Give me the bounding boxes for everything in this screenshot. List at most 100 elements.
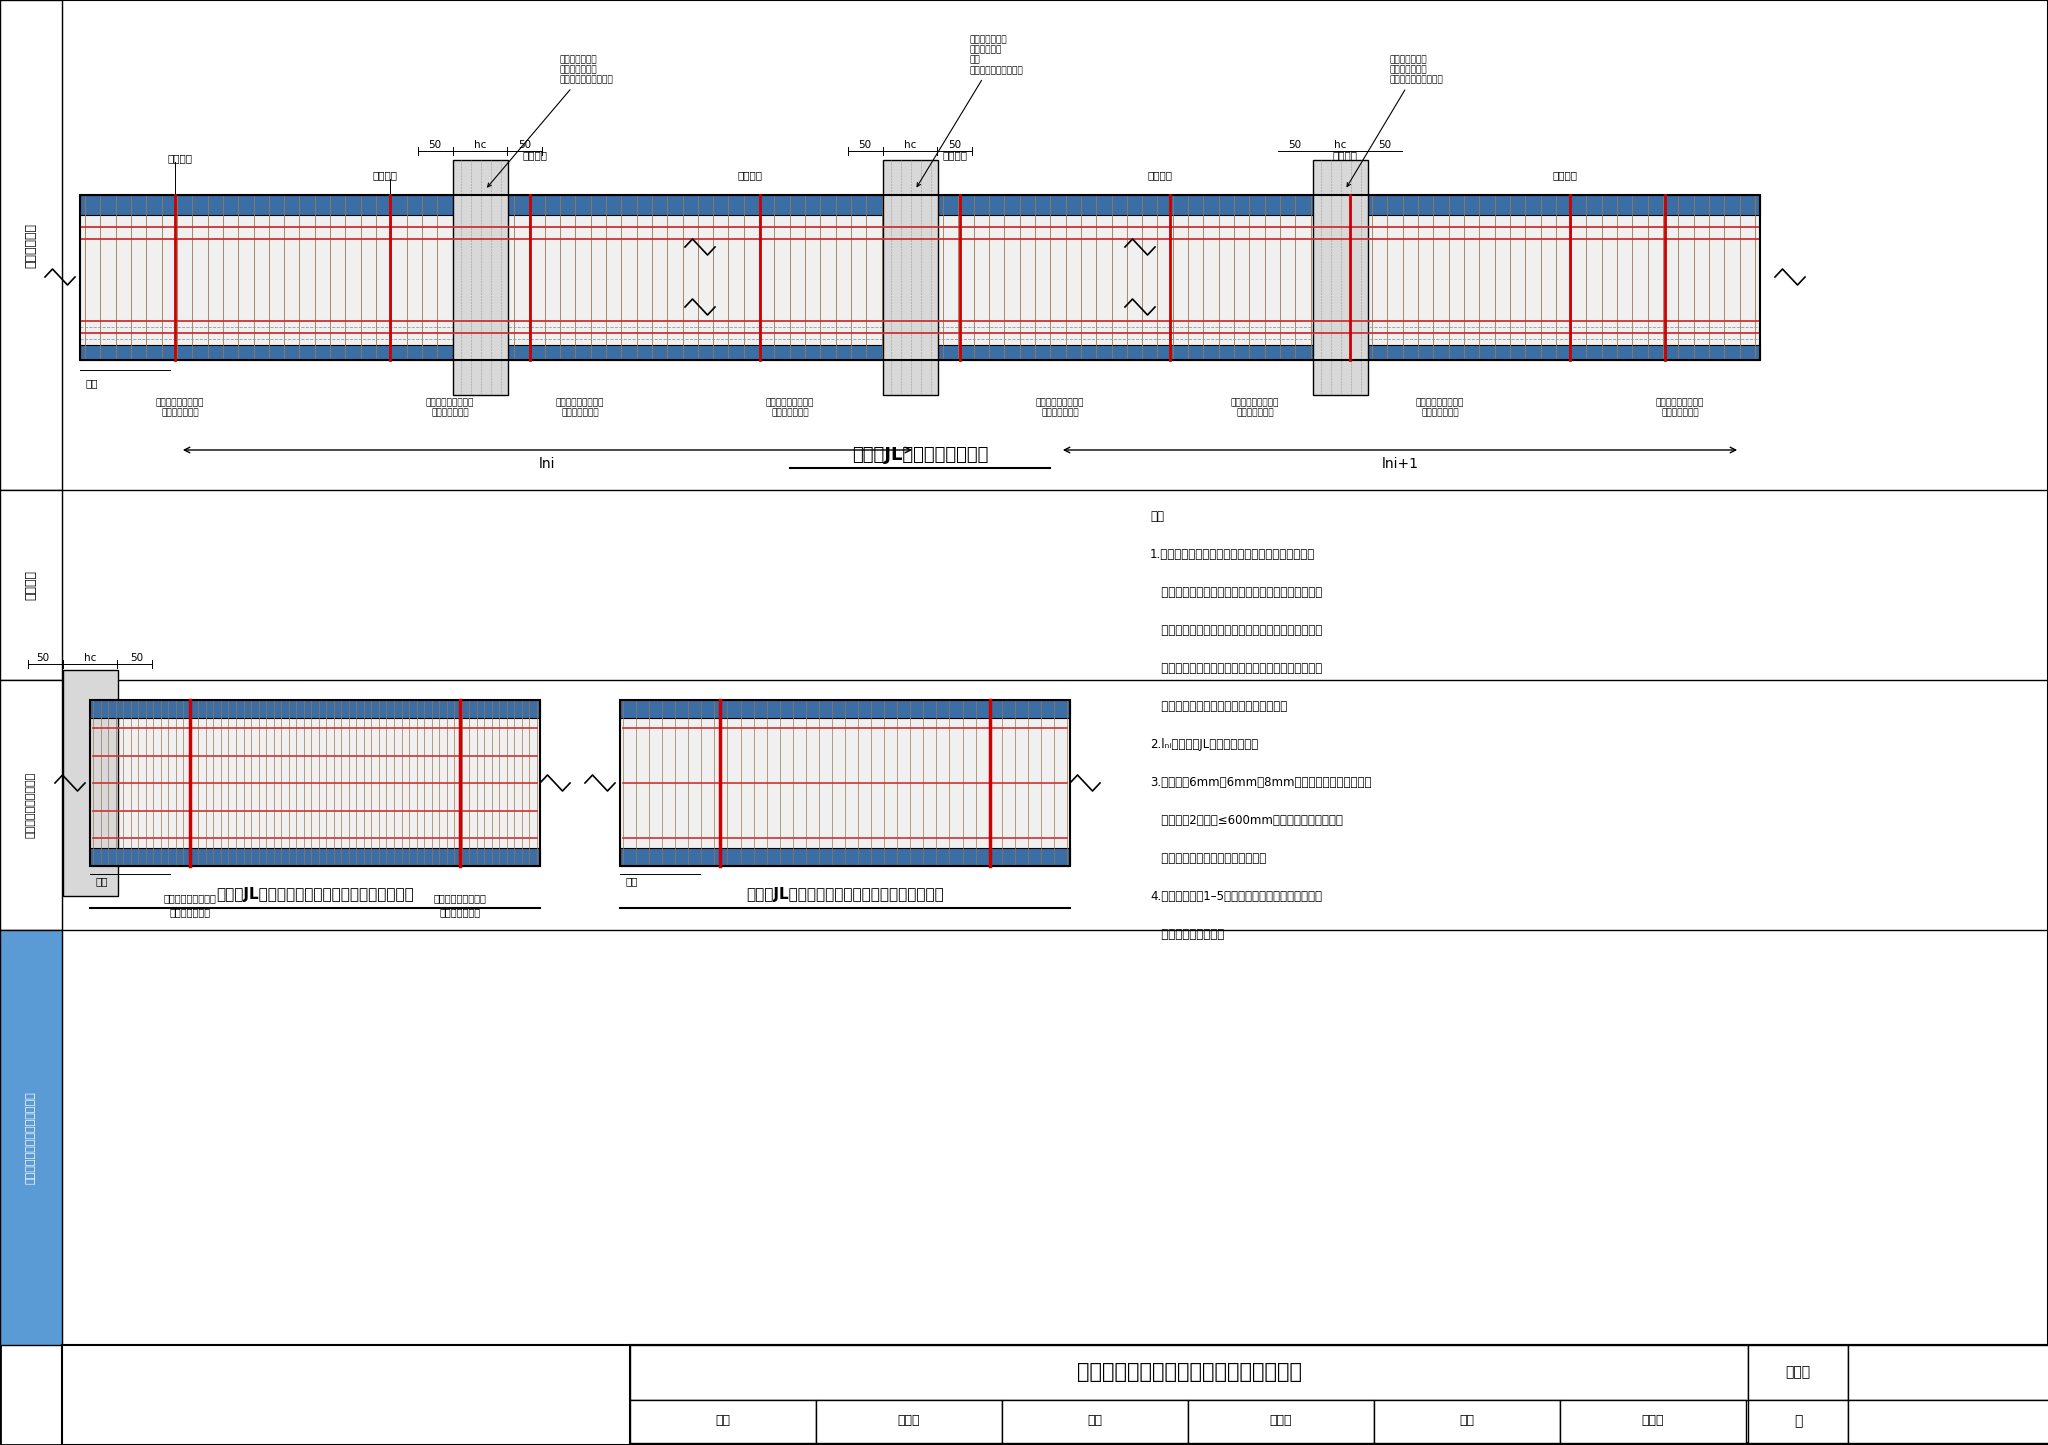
Bar (1847, 1400, 2048, 1444)
Bar (80, 195, 1759, 360)
Text: 筋间距的2倍，且≤600mm。当设有多排拉筋时，: 筋间距的2倍，且≤600mm。当设有多排拉筋时， (1151, 814, 1343, 827)
Text: 王怀元: 王怀元 (1642, 1415, 1665, 1428)
Text: 一般构造要求: 一般构造要求 (25, 223, 37, 267)
Text: 第一种箍筋设置区域: 第一种箍筋设置区域 (164, 893, 217, 903)
Text: 分界箍筋: 分界箍筋 (942, 150, 967, 160)
Text: 图集号: 图集号 (1786, 1366, 1810, 1379)
Text: 基础梁JL拉筋沿梁纵向排布（第二种箍筋范围）: 基础梁JL拉筋沿梁纵向排布（第二种箍筋范围） (745, 887, 944, 903)
Bar (621, 848, 1069, 866)
Text: 筱形基础和地下室结构: 筱形基础和地下室结构 (27, 772, 37, 838)
Bar (631, 1345, 1749, 1400)
Text: 4.拉筋形式详见1–5页，基础梁的拉筋不应采用一端: 4.拉筋形式详见1–5页，基础梁的拉筋不应采用一端 (1151, 890, 1323, 903)
Text: 条形基础梁箍筋、拉筋沿梁纵向排布构造: 条形基础梁箍筋、拉筋沿梁纵向排布构造 (1077, 1363, 1300, 1381)
Text: 50: 50 (1378, 140, 1391, 150)
Text: 黄志刚: 黄志刚 (897, 1415, 920, 1428)
Text: 第一种箍筋设置区域
（按设计标注）: 第一种箍筋设置区域 （按设计标注） (1415, 397, 1464, 418)
Text: 计采用三种箍筋时，第一种最高配置和第二种次高配: 计采用三种箍筋时，第一种最高配置和第二种次高配 (1151, 587, 1323, 600)
Bar (63, 670, 119, 896)
Text: 分界箍筋: 分界箍筋 (737, 171, 762, 181)
Bar (883, 160, 938, 394)
Text: 节点区域按梁端
端第一种箍筋
设置
（不计入箍筋总道数）: 节点区域按梁端 端第一种箍筋 设置 （不计入箍筋总道数） (918, 35, 1024, 186)
Text: 为直钉的直形拉筋。: 为直钉的直形拉筋。 (1151, 928, 1225, 941)
Text: 置的箍筋均应注明箍筋道数，从跨梁端分别向跨中依: 置的箍筋均应注明箍筋道数，从跨梁端分别向跨中依 (1151, 624, 1323, 637)
Text: 50: 50 (858, 140, 872, 150)
Text: （按设计标注）: （按设计标注） (440, 907, 481, 918)
Text: 50: 50 (1288, 140, 1303, 150)
Text: 第一种箍筋设置区域
（按设计标注）: 第一种箍筋设置区域 （按设计标注） (426, 397, 475, 418)
Bar (0, 490, 61, 681)
Bar (90, 699, 541, 718)
Bar (1188, 1400, 1374, 1444)
Bar (1749, 1345, 1847, 1400)
Text: （按设计标注）: （按设计标注） (170, 907, 211, 918)
Text: 1.本图中表示了两种箍筋配置的箍筋排布，当具体设: 1.本图中表示了两种箍筋配置的箍筋排布，当具体设 (1151, 548, 1315, 561)
Text: 校对: 校对 (1087, 1415, 1102, 1428)
Text: hc: hc (903, 140, 915, 150)
Text: 基础梁JL拉筋沿梁纵向排布（第一种箍筋范围）: 基础梁JL拉筋沿梁纵向排布（第一种箍筋范围） (217, 887, 414, 903)
Text: lni+1: lni+1 (1382, 457, 1419, 471)
Text: hc: hc (1333, 140, 1346, 150)
Text: 50: 50 (948, 140, 963, 150)
Text: 50: 50 (131, 653, 143, 663)
Text: 垫层: 垫层 (94, 876, 106, 886)
Text: 分界箍筋: 分界箍筋 (1552, 171, 1577, 181)
Text: 分界箍筋: 分界箍筋 (1147, 171, 1174, 181)
Text: 3.拉筋直径6mm抁6mm或8mm，间距为箍筋非加密区箍: 3.拉筋直径6mm抁6mm或8mm，间距为箍筋非加密区箍 (1151, 776, 1372, 789)
Bar (1001, 1400, 1188, 1444)
Text: 第一种箍筋设置区域
（按设计标注）: 第一种箍筋设置区域 （按设计标注） (1657, 397, 1704, 418)
Text: 分界箍筋: 分界箍筋 (373, 171, 397, 181)
Bar (80, 345, 1759, 360)
Text: 垫层: 垫层 (625, 876, 637, 886)
Text: 2.lₙᵢ为基础梁JL本跨的净跨値。: 2.lₙᵢ为基础梁JL本跨的净跨値。 (1151, 738, 1257, 751)
Text: 第二种箍筋设置区域
（按设计标注）: 第二种箍筋设置区域 （按设计标注） (1231, 397, 1280, 418)
Text: 上下两排拉筋的竖向位置应错开。: 上下两排拉筋的竖向位置应错开。 (1151, 853, 1266, 866)
Text: 分界箍筋: 分界箍筋 (522, 150, 547, 160)
Bar (0, 931, 61, 1345)
Text: 设计: 设计 (1460, 1415, 1475, 1428)
Text: 基础梁JL沿梁纵向排布构造: 基础梁JL沿梁纵向排布构造 (852, 447, 989, 464)
Bar (621, 699, 1069, 718)
Text: 50: 50 (518, 140, 532, 150)
Bar (90, 718, 541, 848)
Text: lni: lni (539, 457, 555, 471)
Bar (90, 699, 541, 866)
Text: 独立基础、条形基础、桩基承台: 独立基础、条形基础、桩基承台 (27, 1091, 37, 1183)
Bar (815, 1400, 1001, 1444)
Text: 节点区域按梁端
第一种箍筋设置
（不计入箍筋总道数）: 节点区域按梁端 第一种箍筋设置 （不计入箍筋总道数） (487, 55, 614, 186)
Text: 50: 50 (37, 653, 49, 663)
Text: 筱形基础: 筱形基础 (25, 569, 37, 600)
Text: 第一种箍筋设置区域
（按设计标注）: 第一种箍筋设置区域 （按设计标注） (156, 397, 205, 418)
Text: 页: 页 (1794, 1415, 1802, 1428)
Text: 张工文: 张工文 (1270, 1415, 1292, 1428)
Text: 第一种箍筋设置区域: 第一种箍筋设置区域 (434, 893, 487, 903)
Bar (80, 215, 1759, 345)
Bar (631, 1400, 815, 1444)
Text: hc: hc (473, 140, 485, 150)
Bar (0, 681, 61, 931)
Bar (80, 195, 1759, 360)
Text: 垫层: 垫层 (86, 379, 98, 389)
Bar (1374, 1400, 1561, 1444)
Text: 第一种箍筋设置区域
（按设计标注）: 第一种箍筋设置区域 （按设计标注） (766, 397, 815, 418)
Bar (453, 160, 508, 394)
Bar (80, 195, 1759, 215)
Bar (1561, 1400, 1747, 1444)
Bar (1749, 1400, 1847, 1444)
Text: 不包含在设计所注的第一种箍筋道数内。: 不包含在设计所注的第一种箍筋道数内。 (1151, 699, 1288, 712)
Text: 分界箍筋: 分界箍筋 (168, 153, 193, 163)
Text: 审核: 审核 (715, 1415, 731, 1428)
Text: 节点区域按梁端
第一种箍筋设置
（不计入箍筋总道数）: 节点区域按梁端 第一种箍筋设置 （不计入箍筋总道数） (1348, 55, 1444, 186)
Bar (1313, 160, 1368, 394)
Text: hc: hc (84, 653, 96, 663)
Text: 注：: 注： (1151, 510, 1163, 523)
Bar (631, 1345, 2048, 1444)
Bar (0, 0, 61, 490)
Text: 次设置。节点区域内按第一种箍筋增加设置，其道数: 次设置。节点区域内按第一种箍筋增加设置，其道数 (1151, 662, 1323, 675)
Bar (621, 718, 1069, 848)
Text: 50: 50 (428, 140, 442, 150)
Text: 分界箍筋: 分界箍筋 (1333, 150, 1358, 160)
Bar (621, 699, 1069, 866)
Text: 第二种箍筋设置区域
（按设计标注）: 第二种箍筋设置区域 （按设计标注） (555, 397, 604, 418)
Bar (1847, 1345, 2048, 1400)
Text: 第一种箍筋设置区域
（按设计标注）: 第一种箍筋设置区域 （按设计标注） (1036, 397, 1083, 418)
